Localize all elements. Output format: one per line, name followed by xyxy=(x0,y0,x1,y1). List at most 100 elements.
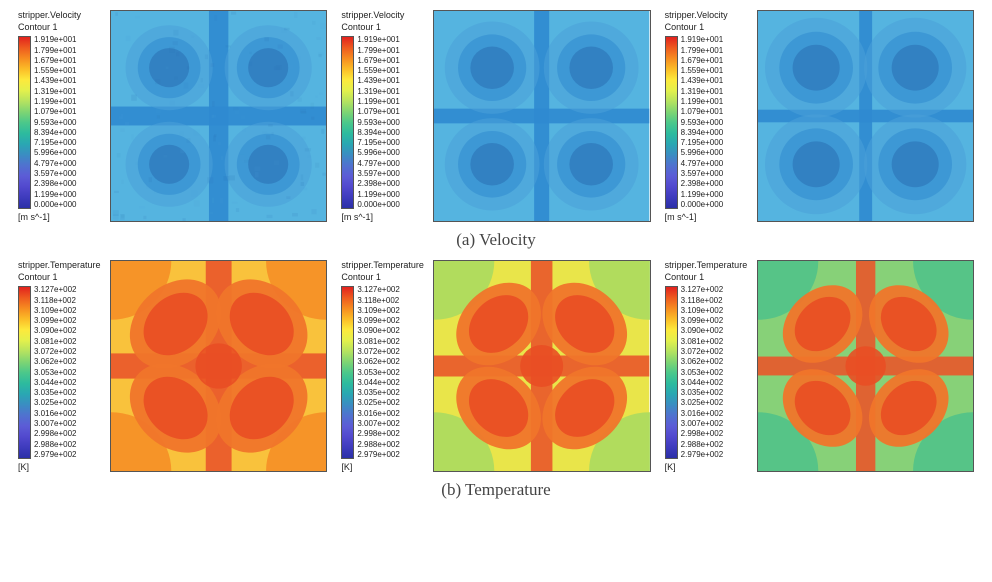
legend-bar-wrap: 3.127e+0023.118e+0023.109e+0023.099e+002… xyxy=(18,286,106,459)
legend-bar-wrap: 1.919e+0011.799e+0011.679e+0011.559e+001… xyxy=(341,36,429,209)
tick-label: 0.000e+000 xyxy=(357,201,400,209)
tick-label: 3.044e+002 xyxy=(357,379,400,387)
tick-label: 1.079e+001 xyxy=(357,108,400,116)
tick-label: 3.072e+002 xyxy=(681,348,724,356)
tick-label: 1.199e+000 xyxy=(357,191,400,199)
tick-label: 3.099e+002 xyxy=(34,317,77,325)
tick-label: 1.679e+001 xyxy=(357,57,400,65)
caption-b: (b) Temperature xyxy=(18,480,974,500)
legend-bar-wrap: 3.127e+002 3.118e+002 3.109e+002 3.099e+002… xyxy=(665,286,753,459)
legend-subtitle: Contour 1 xyxy=(665,22,753,32)
legend-unit: [K] xyxy=(665,462,753,472)
tick-label: 2.398e+000 xyxy=(34,180,77,188)
tick-label: 3.035e+002 xyxy=(681,389,724,397)
tick-label: 3.090e+002 xyxy=(681,327,724,335)
color-bar xyxy=(341,36,354,209)
tick-label: 1.799e+001 xyxy=(681,47,724,55)
contour-plot xyxy=(757,10,974,222)
tick-label: 0.000e+000 xyxy=(681,201,724,209)
tick-label: 3.127e+002 xyxy=(681,286,724,294)
tick-label: 1.679e+001 xyxy=(34,57,77,65)
legend: stripper.VelocityContour 11.919e+0011.79… xyxy=(18,10,106,222)
tick-label: 1.199e+000 xyxy=(681,191,724,199)
legend-unit: [K] xyxy=(18,462,106,472)
legend-bar-wrap: 1.919e+0011.799e+0011.679e+0011.559e+001… xyxy=(18,36,106,209)
tick-label: 3.053e+002 xyxy=(34,369,77,377)
tick-label: 3.053e+002 xyxy=(357,369,400,377)
tick-label: 1.559e+001 xyxy=(34,67,77,75)
legend-unit: [m s^-1] xyxy=(18,212,106,222)
tick-label: 8.394e+000 xyxy=(681,129,724,137)
tick-label: 3.127e+002 xyxy=(34,286,77,294)
tick-label: 3.597e+000 xyxy=(34,170,77,178)
tick-label: 1.319e+001 xyxy=(357,88,400,96)
tick-label: 3.025e+002 xyxy=(34,399,77,407)
legend-title: stripper.Velocity xyxy=(665,10,753,20)
velocity-row: stripper.VelocityContour 11.919e+0011.79… xyxy=(18,10,974,222)
tick-label: 3.062e+002 xyxy=(357,358,400,366)
tick-label: 8.394e+000 xyxy=(34,129,77,137)
tick-label: 2.979e+002 xyxy=(681,451,724,459)
tick-label: 1.199e+001 xyxy=(357,98,400,106)
tick-label: 1.079e+001 xyxy=(34,108,77,116)
tick-label: 1.199e+001 xyxy=(681,98,724,106)
tick-label: 3.044e+002 xyxy=(681,379,724,387)
panel: stripper.VelocityContour 11.919e+0011.79… xyxy=(341,10,650,222)
legend-title: stripper.Temperature xyxy=(18,260,106,270)
color-bar xyxy=(18,286,31,459)
panel: stripper.VelocityContour 11.919e+0011.79… xyxy=(18,10,327,222)
tick-label: 3.090e+002 xyxy=(357,327,400,335)
legend-subtitle: Contour 1 xyxy=(341,272,429,282)
tick-label: 3.072e+002 xyxy=(357,348,400,356)
tick-label: 2.988e+002 xyxy=(34,441,77,449)
contour-plot xyxy=(110,260,327,472)
color-bar xyxy=(341,286,354,459)
tick-label: 4.797e+000 xyxy=(681,160,724,168)
tick-label: 3.099e+002 xyxy=(681,317,724,325)
tick-label: 3.118e+002 xyxy=(681,297,724,305)
tick-label: 2.398e+000 xyxy=(357,180,400,188)
tick-label: 7.195e+000 xyxy=(681,139,724,147)
tick-label: 1.439e+001 xyxy=(681,77,724,85)
tick-label: 3.035e+002 xyxy=(357,389,400,397)
contour-plot xyxy=(433,10,650,222)
tick-label: 2.998e+002 xyxy=(681,430,724,438)
tick-label: 3.016e+002 xyxy=(357,410,400,418)
legend: stripper.TemperatureContour 13.127e+0023… xyxy=(18,260,106,472)
tick-label: 1.559e+001 xyxy=(681,67,724,75)
tick-label: 1.919e+001 xyxy=(357,36,400,44)
tick-label: 3.109e+002 xyxy=(681,307,724,315)
legend-ticks: 3.127e+0023.118e+0023.109e+0023.099e+002… xyxy=(31,286,77,459)
panel: stripper.TemperatureContour 13.127e+0023… xyxy=(665,260,974,472)
tick-label: 1.679e+001 xyxy=(681,57,724,65)
legend-unit: [m s^-1] xyxy=(665,212,753,222)
tick-label: 1.439e+001 xyxy=(34,77,77,85)
legend-bar-wrap: 1.919e+0011.799e+0011.679e+0011.559e+001… xyxy=(665,36,753,209)
contour-plot xyxy=(110,10,327,222)
tick-label: 3.062e+002 xyxy=(681,358,724,366)
legend-ticks: 3.127e+0023.118e+0023.109e+0023.099e+002… xyxy=(354,286,400,459)
tick-label: 9.593e+000 xyxy=(681,119,724,127)
contour-plot xyxy=(757,260,974,472)
tick-label: 3.118e+002 xyxy=(357,297,400,305)
legend-title: stripper.Velocity xyxy=(18,10,106,20)
tick-label: 3.062e+002 xyxy=(34,358,77,366)
legend-title: stripper.Velocity xyxy=(341,10,429,20)
tick-label: 4.797e+000 xyxy=(357,160,400,168)
tick-label: 3.044e+002 xyxy=(34,379,77,387)
legend-subtitle: Contour 1 xyxy=(18,22,106,32)
tick-label: 7.195e+000 xyxy=(357,139,400,147)
tick-label: 1.319e+001 xyxy=(681,88,724,96)
legend-ticks: 3.127e+002 3.118e+002 3.109e+002 3.099e+002… xyxy=(678,286,724,459)
tick-label: 3.016e+002 xyxy=(34,410,77,418)
legend-unit: [m s^-1] xyxy=(341,212,429,222)
panel: stripper.TemperatureContour 13.127e+0023… xyxy=(18,260,327,472)
tick-label: 5.996e+000 xyxy=(34,149,77,157)
tick-label: 3.007e+002 xyxy=(681,420,724,428)
tick-label: 3.090e+002 xyxy=(34,327,77,335)
tick-label: 3.118e+002 xyxy=(34,297,77,305)
tick-label: 9.593e+000 xyxy=(357,119,400,127)
tick-label: 1.199e+000 xyxy=(34,191,77,199)
legend-ticks: 1.919e+0011.799e+0011.679e+0011.559e+001… xyxy=(31,36,77,209)
tick-label: 3.007e+002 xyxy=(34,420,77,428)
